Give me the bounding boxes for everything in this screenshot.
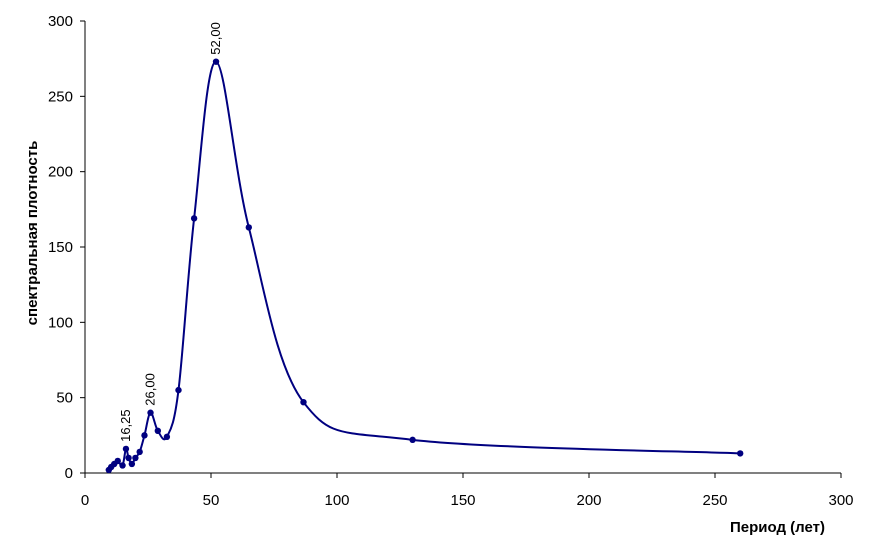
x-tick-label: 250 <box>702 492 727 509</box>
x-tick-label: 200 <box>576 492 601 509</box>
data-point <box>114 457 121 465</box>
data-label: 26,00 <box>143 373 158 406</box>
data-point <box>136 448 143 456</box>
data-point <box>119 462 126 469</box>
y-tick-label: 150 <box>48 239 73 256</box>
x-tick-label: 100 <box>324 492 349 509</box>
data-point <box>212 58 220 65</box>
series-line <box>108 60 741 471</box>
x-tick-label: 300 <box>828 492 853 509</box>
data-label: 16,25 <box>118 409 133 442</box>
series-layer <box>105 58 744 474</box>
y-tick-label: 0 <box>65 465 73 482</box>
data-point <box>175 386 182 394</box>
y-tick-label: 200 <box>48 164 73 181</box>
y-axis-title: спектральная плотность <box>24 141 41 326</box>
data-point <box>190 215 198 222</box>
x-axis-ticks: 0 50 100 150 200 250 300 <box>81 473 854 509</box>
data-point <box>132 454 139 462</box>
data-point <box>125 454 132 462</box>
data-point <box>300 398 307 406</box>
data-point <box>147 409 154 416</box>
data-point <box>122 445 130 453</box>
axes: 0 50 100 150 200 250 300 0 50 100 150 200 250 300 <box>48 13 854 509</box>
data-point <box>245 224 252 231</box>
y-tick-label: 50 <box>56 390 73 407</box>
y-tick-label: 100 <box>48 314 73 331</box>
y-tick-label: 250 <box>48 88 73 105</box>
x-tick-label: 50 <box>203 492 220 509</box>
data-point <box>128 460 136 468</box>
data-point <box>141 432 148 439</box>
data-point <box>154 427 162 435</box>
annotation-layer: 16,25 26,00 52,00 <box>118 22 223 442</box>
data-point <box>409 436 416 444</box>
x-tick-label: 0 <box>81 492 89 509</box>
x-axis-title: Период (лет) <box>730 519 825 536</box>
data-label: 52,00 <box>208 22 223 55</box>
data-point <box>163 433 171 441</box>
y-tick-label: 300 <box>48 13 73 30</box>
y-axis-ticks: 0 50 100 150 200 250 300 <box>48 13 85 482</box>
x-tick-label: 150 <box>450 492 475 509</box>
data-point <box>737 450 744 457</box>
